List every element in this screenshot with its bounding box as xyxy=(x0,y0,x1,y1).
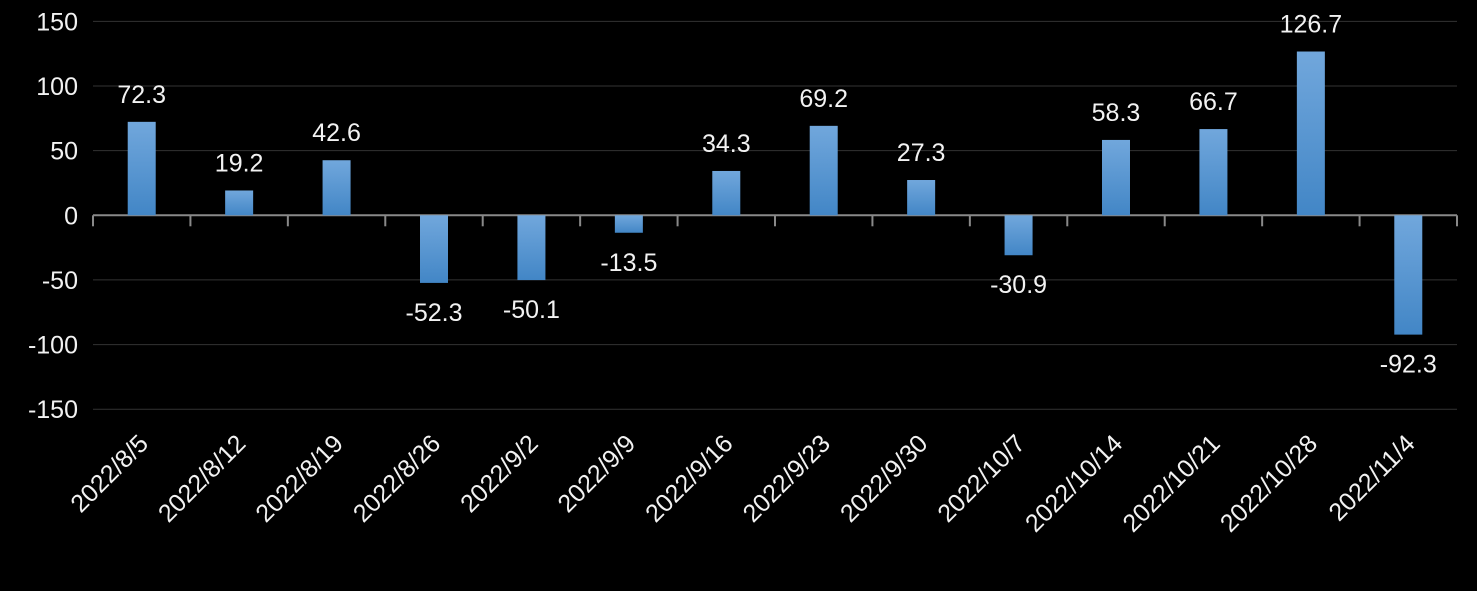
value-label: 34.3 xyxy=(702,130,751,158)
x-axis-label: 2022/8/26 xyxy=(348,429,446,527)
value-label: -92.3 xyxy=(1380,351,1437,379)
x-axis-label: 2022/9/30 xyxy=(835,429,933,527)
x-axis-label: 2022/8/5 xyxy=(65,429,154,518)
bar-2022/10/7[interactable] xyxy=(1004,215,1033,256)
x-axis-label: 2022/10/21 xyxy=(1117,429,1225,537)
y-axis-label: 50 xyxy=(50,138,78,166)
bar-2022/8/26[interactable] xyxy=(420,215,448,283)
x-axis-label: 2022/9/9 xyxy=(552,429,641,518)
bar-2022/8/19[interactable] xyxy=(322,160,351,216)
y-axis-label: -50 xyxy=(42,267,78,295)
bar-2022/8/5[interactable] xyxy=(127,121,156,216)
bar-2022/9/9[interactable] xyxy=(614,215,643,233)
value-label: -30.9 xyxy=(990,271,1047,299)
x-axis-label: 2022/8/19 xyxy=(250,429,348,527)
y-axis-label: 100 xyxy=(36,73,78,101)
bar-2022/10/21[interactable] xyxy=(1199,129,1228,216)
bar-2022/9/2[interactable] xyxy=(517,215,546,281)
value-label: -50.1 xyxy=(503,296,560,324)
bar-2022/10/14[interactable] xyxy=(1102,139,1130,216)
x-axis-label: 2022/9/23 xyxy=(738,429,836,527)
value-label: 66.7 xyxy=(1189,88,1238,116)
value-label: -52.3 xyxy=(406,299,463,327)
value-label: 72.3 xyxy=(117,81,166,109)
y-axis-label: -100 xyxy=(28,332,78,360)
value-label: 42.6 xyxy=(312,119,361,147)
y-axis-label: 0 xyxy=(64,202,78,230)
bar-2022/11/4[interactable] xyxy=(1394,215,1423,335)
value-label: 27.3 xyxy=(897,139,946,167)
value-label: -13.5 xyxy=(600,249,657,277)
x-axis-label: 2022/8/12 xyxy=(153,429,251,527)
x-axis-label: 2022/9/2 xyxy=(455,429,544,518)
value-label: 19.2 xyxy=(215,149,264,177)
y-axis-label: -150 xyxy=(28,396,78,424)
x-axis-label: 2022/11/4 xyxy=(1323,429,1420,526)
x-axis-label: 2022/9/16 xyxy=(640,429,738,527)
bar-2022/9/16[interactable] xyxy=(712,170,741,216)
value-label: 58.3 xyxy=(1092,99,1141,127)
x-axis-label: 2022/10/7 xyxy=(932,429,1030,527)
x-axis-label: 2022/10/14 xyxy=(1020,429,1128,537)
value-label: 126.7 xyxy=(1280,11,1343,39)
y-axis-label: 150 xyxy=(36,8,78,36)
x-axis-label: 2022/10/28 xyxy=(1215,429,1323,537)
bar-2022/9/23[interactable] xyxy=(809,125,838,216)
bar-2022/10/28[interactable] xyxy=(1296,51,1325,216)
bar-2022/9/30[interactable] xyxy=(907,180,936,216)
bar-2022/8/12[interactable] xyxy=(225,190,254,216)
value-label: 69.2 xyxy=(799,85,848,113)
